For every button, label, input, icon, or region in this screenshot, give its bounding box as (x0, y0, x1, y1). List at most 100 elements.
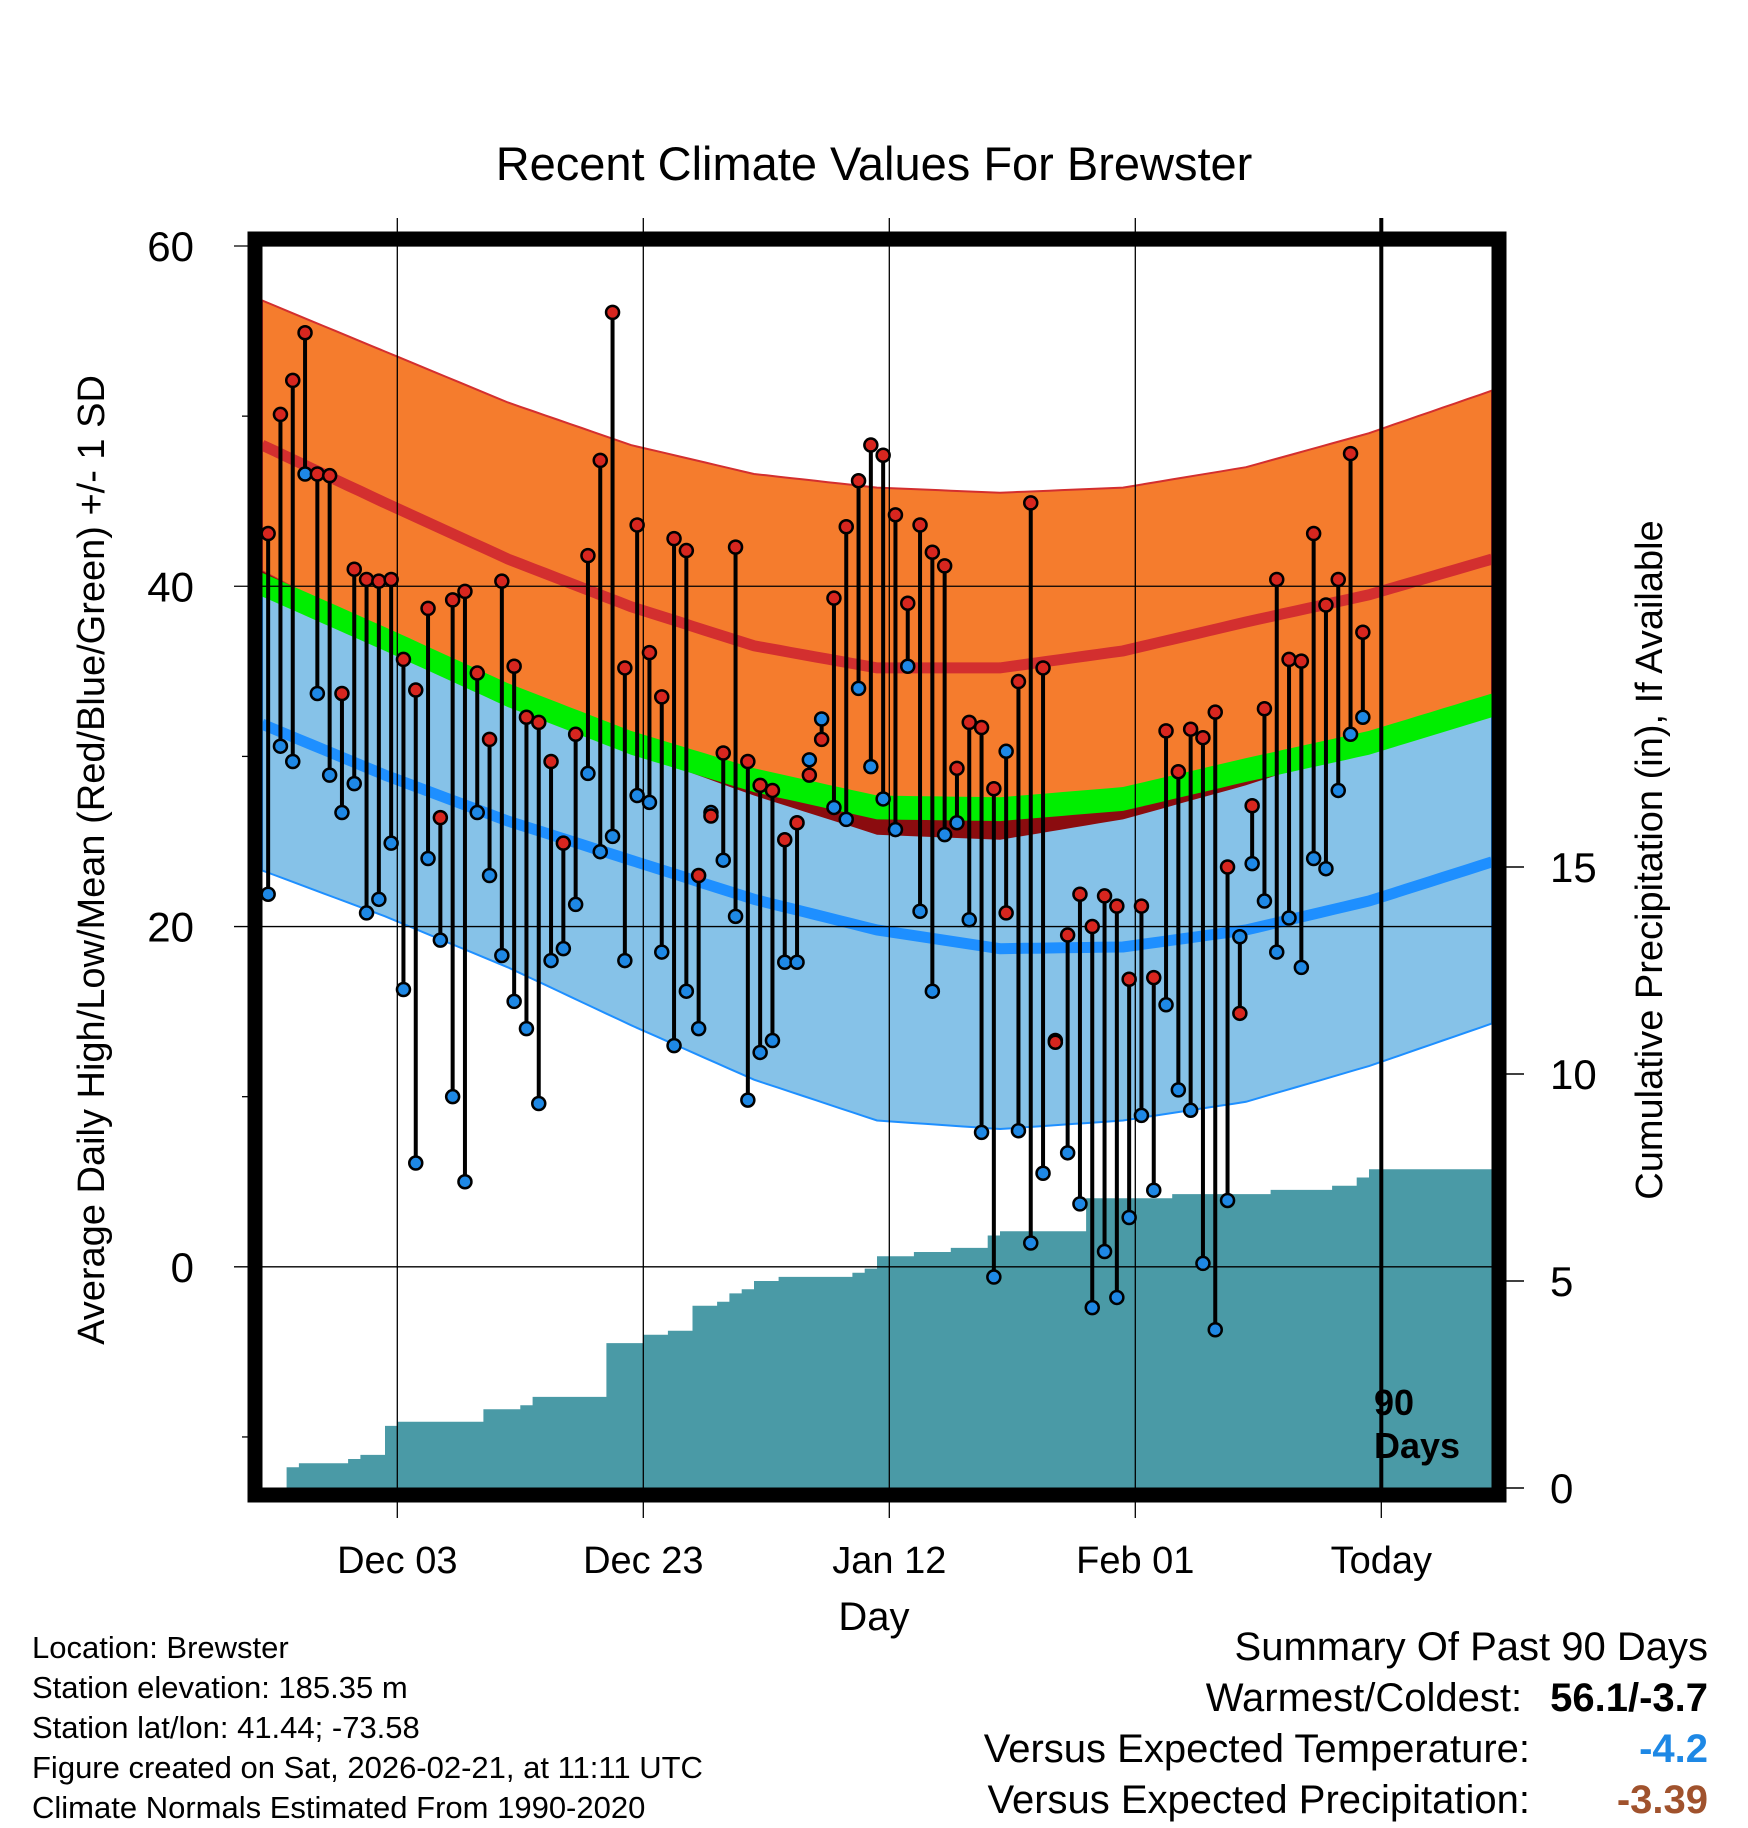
obs-high-point (309, 466, 326, 482)
obs-high-point (789, 815, 805, 831)
obs-high-point (801, 767, 818, 783)
obs-low-point (1219, 1192, 1236, 1209)
obs-low-point (408, 1155, 424, 1171)
obs-high-point (1133, 898, 1150, 914)
obs-low-point (1305, 850, 1322, 867)
obs-high-point (936, 558, 953, 574)
warm-cold-value: 56.1/-3.7 (1550, 1676, 1708, 1720)
y2-tick-label: 15 (1550, 844, 1597, 891)
obs-high-point (838, 518, 854, 535)
precip-value: -3.39 (1616, 1778, 1708, 1822)
obs-low-point (1244, 855, 1260, 872)
obs-high-point (555, 835, 572, 851)
obs-high-point (1355, 624, 1371, 640)
summary-temp: Versus Expected Temperature: -4.2 (984, 1724, 1708, 1775)
obs-high-point (1269, 571, 1285, 588)
obs-low-point (1035, 1165, 1051, 1181)
y-tick-label: 40 (147, 563, 194, 610)
obs-low-point (285, 753, 301, 770)
obs-high-point (285, 372, 301, 389)
mean-line-band (262, 572, 1492, 822)
warm-cold-label: Warmest/Coldest: (1205, 1676, 1523, 1720)
obs-high-point (1047, 1034, 1064, 1050)
summary-heading: Summary Of Past 90 Days (1234, 1625, 1708, 1669)
obs-low-point (752, 1044, 768, 1061)
obs-low-point (272, 738, 289, 754)
obs-low-point (1330, 782, 1346, 799)
obs-low-point (912, 903, 928, 919)
obs-low-point (444, 1088, 461, 1105)
obs-low-point (395, 981, 412, 998)
obs-low-point (432, 932, 449, 948)
obs-low-point (469, 804, 485, 821)
precip-label: Versus Expected Precipitation: (987, 1778, 1530, 1822)
obs-high-point (580, 547, 596, 564)
created-text: Figure created on Sat, 2026-02-21, at 11… (32, 1750, 703, 1785)
x-tick-label: Today (1331, 1540, 1432, 1582)
elevation-text: Station elevation: 185.35 m (32, 1670, 408, 1705)
obs-low-point (1256, 893, 1273, 909)
y-tick-label: 0 (171, 1244, 194, 1291)
obs-high-point (715, 745, 731, 761)
obs-high-point (1023, 495, 1039, 511)
obs-high-point (961, 714, 977, 731)
obs-low-point (900, 658, 916, 674)
y2-axis-label: Cumulative Precipitation (in), If Availa… (1629, 520, 1671, 1199)
obs-high-point (1305, 525, 1322, 542)
y-axis-label: Average Daily High/Low/Mean (Red/Blue/Gr… (71, 375, 113, 1345)
obs-low-point (346, 775, 362, 792)
obs-low-point (617, 952, 633, 969)
obs-low-point (789, 954, 805, 971)
obs-high-point (1293, 653, 1310, 669)
obs-high-point (260, 525, 276, 542)
obs-low-point (1084, 1299, 1100, 1316)
obs-high-point (900, 595, 916, 612)
obs-low-point (924, 983, 941, 999)
obs-high-point (1109, 898, 1125, 914)
obs-high-point (1256, 701, 1273, 717)
obs-low-point (297, 466, 313, 482)
obs-low-point (518, 1020, 535, 1037)
obs-low-point (420, 850, 436, 867)
today-days-label-2: Days (1374, 1425, 1460, 1466)
obs-low-point (309, 685, 326, 702)
obs-low-point (863, 758, 879, 775)
obs-high-point (1059, 927, 1076, 943)
obs-high-point (740, 753, 756, 770)
obs-low-point (727, 908, 744, 925)
obs-low-point (936, 826, 953, 843)
obs-high-point (358, 571, 375, 588)
obs-low-point (481, 867, 498, 884)
obs-low-point (531, 1095, 547, 1112)
obs-high-point (1182, 721, 1199, 737)
axes: 0 20 40 60 0 5 10 15 Dec 03 Dec 23 Jan 12 Feb 01 Tod… (147, 223, 1596, 1582)
obs-low-point (260, 886, 276, 902)
obs-low-point (358, 905, 375, 921)
summary-precip: Versus Expected Precipitation: -3.39 (984, 1775, 1708, 1826)
obs-low-point (506, 993, 522, 1010)
obs-low-point (973, 1124, 990, 1141)
obs-high-point (1170, 763, 1187, 780)
obs-high-point (567, 726, 584, 743)
obs-low-point (371, 891, 387, 908)
obs-high-point (1232, 1005, 1248, 1022)
x-tick-label: Dec 03 (337, 1540, 457, 1582)
obs-high-point (863, 437, 879, 453)
obs-high-point (604, 304, 621, 321)
obs-low-point (580, 765, 596, 782)
obs-high-point (777, 832, 793, 848)
obs-high-point (764, 782, 781, 799)
obs-low-point (457, 1174, 473, 1190)
obs-high-point (408, 682, 424, 698)
obs-high-point (690, 867, 707, 884)
obs-low-point (887, 821, 904, 838)
obs-low-point (678, 983, 695, 999)
obs-high-point (383, 571, 399, 588)
obs-high-point (887, 507, 904, 523)
obs-low-point (1269, 944, 1285, 960)
obs-high-point (297, 325, 313, 341)
observations-layer (260, 304, 1371, 1338)
obs-high-point (334, 685, 350, 702)
obs-high-point (1096, 888, 1113, 904)
